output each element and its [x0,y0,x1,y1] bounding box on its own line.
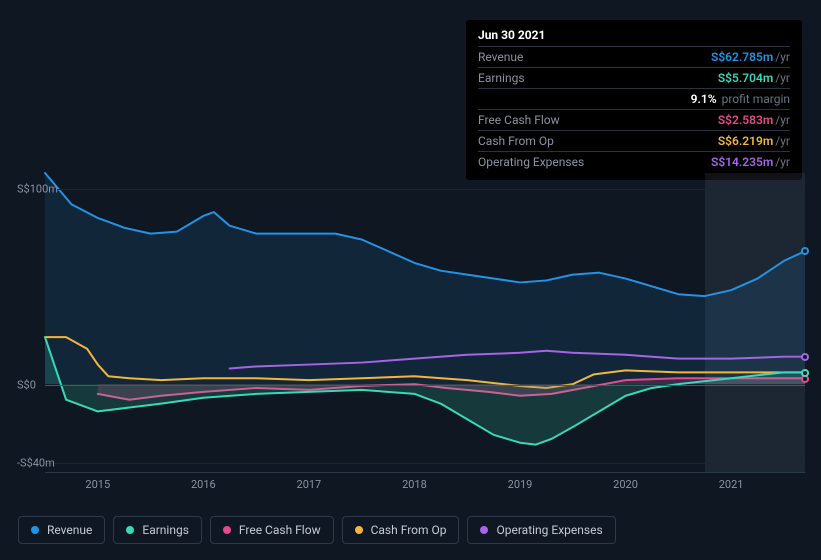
tooltip-row: Earnings S$5.704m/yr [478,67,790,88]
x-axis-label: 2021 [719,478,744,491]
series-fill-revenue [45,173,805,384]
tooltip-row: Revenue S$62.785m/yr [478,46,790,67]
legend-item-earnings[interactable]: Earnings [113,516,202,544]
legend-item-label: Operating Expenses [496,523,602,537]
legend-dot-icon [355,526,363,534]
tooltip-row-value: S$6.219m/yr [718,134,790,148]
legend-item-cfo[interactable]: Cash From Op [342,516,460,544]
tooltip-row: Free Cash Flow S$2.583m/yr [478,109,790,130]
chart-legend: Revenue Earnings Free Cash Flow Cash From O… [18,516,616,544]
legend-item-label: Free Cash Flow [239,523,321,537]
tooltip-row: 9.1% profit margin [478,88,790,109]
tooltip-row-label: Cash From Op [478,134,554,148]
legend-dot-icon [31,526,39,534]
series-end-marker-earnings [801,369,809,377]
tooltip-row: Cash From Op S$6.219m/yr [478,130,790,151]
y-axis-label: S$0 [17,378,77,391]
tooltip-row-label: Free Cash Flow [478,113,560,127]
chart-svg [45,173,805,472]
series-end-marker-revenue [801,247,809,255]
legend-item-revenue[interactable]: Revenue [18,516,105,544]
legend-item-label: Revenue [47,523,92,537]
tooltip-row-value: S$62.785m/yr [711,50,790,64]
financials-chart[interactable]: S$100m S$0 -S$40m 2015 2016 2017 2018 2019 2020 2… [15,155,805,495]
legend-dot-icon [126,526,134,534]
series-end-marker-opex [801,353,809,361]
x-axis-label: 2019 [508,478,533,491]
x-axis-label: 2017 [297,478,322,491]
legend-item-fcf[interactable]: Free Cash Flow [210,516,334,544]
tooltip-date: Jun 30 2021 [478,28,790,46]
y-axis-label: -S$40m [17,457,77,470]
tooltip-row-value: 9.1% profit margin [691,92,790,106]
legend-item-label: Earnings [142,523,189,537]
x-axis-label: 2016 [191,478,216,491]
plot-area: S$100mS$0-S$40m2015201620172018201920202… [45,173,805,473]
y-axis-label: S$100m [17,182,77,195]
tooltip-row-value: S$5.704m/yr [718,71,790,85]
x-axis-label: 2018 [402,478,427,491]
x-axis-label: 2015 [85,478,110,491]
tooltip-row-label: Revenue [478,50,523,64]
legend-item-label: Cash From Op [371,523,447,537]
legend-dot-icon [480,526,488,534]
legend-dot-icon [223,526,231,534]
tooltip-row-value: S$2.583m/yr [718,113,790,127]
x-axis-label: 2020 [613,478,638,491]
legend-item-opex[interactable]: Operating Expenses [467,516,615,544]
tooltip-row-label: Earnings [478,71,525,85]
